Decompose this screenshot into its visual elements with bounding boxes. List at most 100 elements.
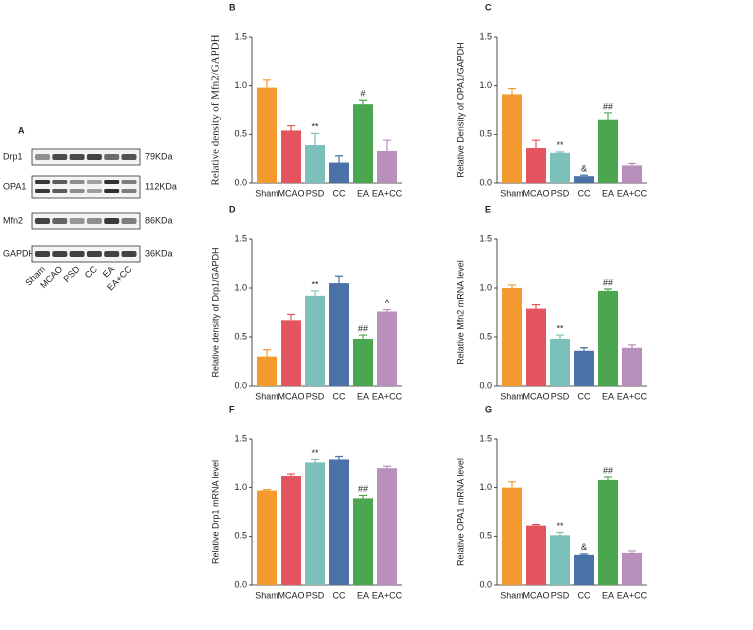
blot-band	[69, 189, 85, 193]
significance-label: **	[311, 279, 319, 289]
error-bar	[556, 151, 564, 153]
blot-band	[121, 218, 137, 224]
error-bar	[604, 476, 612, 480]
error-bar	[311, 290, 319, 296]
error-bar	[628, 162, 636, 166]
bar	[377, 311, 397, 386]
x-tick-label: EA	[602, 188, 614, 198]
blot-band	[69, 154, 85, 160]
significance-label: ##	[358, 323, 368, 333]
bar	[574, 350, 594, 386]
panel-letter: A	[18, 125, 25, 135]
y-tick-label: 0.0	[479, 579, 492, 589]
bar	[353, 338, 373, 386]
bar	[574, 554, 594, 585]
bar	[353, 498, 373, 585]
bar	[257, 87, 277, 183]
blot-band	[35, 189, 50, 193]
blot-band	[52, 180, 68, 184]
y-tick-label: 1.0	[479, 282, 492, 292]
significance-label: &	[581, 164, 587, 174]
error-bar	[287, 473, 295, 476]
error-bar	[311, 132, 319, 146]
x-tick-label: CC	[578, 590, 591, 600]
bar	[329, 283, 349, 386]
significance-label: ##	[603, 277, 613, 287]
x-tick-label: Sham	[255, 590, 279, 600]
x-tick-label: EA+CC	[372, 391, 403, 401]
y-tick-label: 0.0	[234, 177, 247, 187]
y-tick-label: 0.5	[234, 531, 247, 541]
blot-frame	[31, 212, 141, 230]
panel-letter: B	[229, 2, 236, 12]
significance-label: **	[556, 323, 564, 333]
x-tick-label: PSD	[551, 188, 570, 198]
error-bar	[263, 79, 271, 88]
blot-band	[104, 180, 120, 184]
y-tick-label: 1.5	[479, 433, 492, 443]
significance-label: ##	[358, 484, 368, 494]
y-tick-label: 1.5	[234, 433, 247, 443]
blot-band	[121, 189, 137, 193]
x-tick-label: CC	[578, 391, 591, 401]
error-bar	[287, 124, 295, 131]
bar	[526, 525, 546, 585]
x-tick-label: EA+CC	[372, 188, 403, 198]
blot-band	[104, 218, 120, 224]
x-tick-label: Sham	[500, 391, 524, 401]
error-bar	[556, 334, 564, 339]
x-tick-label: PSD	[306, 391, 325, 401]
blot-band	[121, 180, 137, 184]
blot-band	[69, 218, 85, 224]
bar	[598, 290, 618, 386]
x-tick-label: CC	[578, 188, 591, 198]
bar	[353, 104, 373, 183]
protein-label: OPA1	[3, 181, 26, 191]
panel-letter: C	[485, 2, 492, 12]
error-bar	[604, 288, 612, 291]
bar	[257, 490, 277, 585]
bar	[502, 288, 522, 386]
x-tick-label: EA+CC	[617, 188, 648, 198]
y-axis-label: Relative density of Mfn2/GAPDH	[210, 34, 222, 185]
blot-band	[35, 251, 50, 257]
blot-band	[121, 154, 137, 160]
significance-label: **	[556, 521, 564, 531]
y-axis-label: Relative Mfn2 mRNA level	[455, 260, 465, 365]
y-axis-label: Relative Drp1 mRNA level	[210, 460, 220, 564]
bar	[598, 479, 618, 585]
y-tick-label: 0.0	[234, 579, 247, 589]
blot-band	[86, 218, 102, 224]
size-label: 36KDa	[145, 248, 173, 258]
blot-band	[35, 218, 50, 224]
error-bar	[580, 174, 588, 177]
bar	[281, 130, 301, 183]
x-tick-label: EA	[357, 590, 369, 600]
blot-band	[52, 154, 68, 160]
significance-label: **	[311, 448, 319, 458]
y-axis-label: Relative Density of OPA1/GAPDH	[455, 42, 465, 177]
y-tick-label: 1.5	[234, 233, 247, 243]
significance-label: &	[581, 542, 587, 552]
size-label: 112KDa	[145, 181, 177, 191]
bar	[526, 147, 546, 183]
blot-band	[104, 154, 120, 160]
y-tick-label: 1.0	[234, 80, 247, 90]
x-tick-label: PSD	[551, 590, 570, 600]
error-bar	[604, 112, 612, 120]
error-bar	[383, 308, 391, 312]
blot-frame	[31, 245, 141, 263]
blot-band	[69, 180, 85, 184]
x-tick-label: EA+CC	[372, 590, 403, 600]
y-tick-label: 1.5	[479, 31, 492, 41]
bar	[550, 535, 570, 585]
bar	[598, 119, 618, 183]
x-tick-label: PSD	[306, 590, 325, 600]
bar	[257, 356, 277, 386]
significance-label: ^	[385, 298, 390, 308]
x-tick-label: Sham	[500, 590, 524, 600]
significance-label: **	[556, 140, 564, 150]
bar	[550, 152, 570, 183]
blot-band	[104, 251, 120, 257]
bar	[622, 165, 642, 183]
